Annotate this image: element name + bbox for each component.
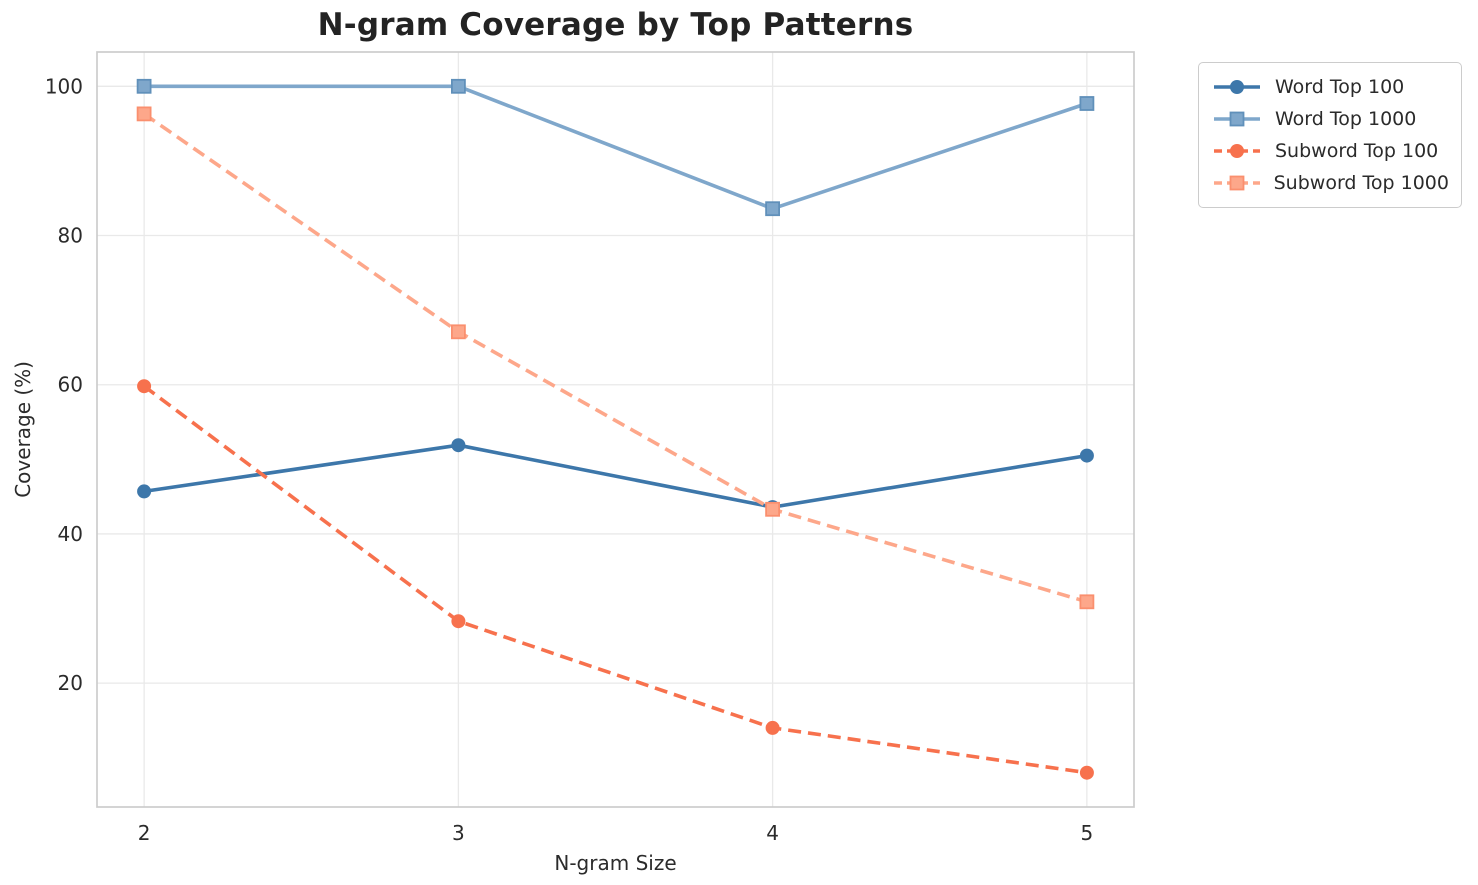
marker-word-top-100-ngram-5 <box>1079 448 1094 463</box>
legend-item-subword-top-1000: Subword Top 1000 <box>1211 168 1449 198</box>
legend-item-word-top-1000: Word Top 1000 <box>1211 104 1449 134</box>
legend: Word Top 100 Word Top 1000 Subword Top 100… <box>1198 62 1462 208</box>
y-tick-label-100: 100 <box>45 74 83 98</box>
marker-subword-top-1000-ngram-5 <box>1079 594 1095 610</box>
marker-subword-top-100-ngram-4 <box>765 720 780 735</box>
x-tick-label-4: 4 <box>766 821 779 845</box>
y-tick-label-80: 80 <box>58 224 83 248</box>
plot-border <box>96 51 1135 808</box>
y-axis-label-container: Coverage (%) <box>0 52 46 807</box>
legend-label-subword-top-100: Subword Top 100 <box>1275 140 1439 162</box>
legend-swatch-word-top-100-solid-line-icon <box>1214 80 1260 94</box>
y-tick-label-40: 40 <box>58 522 83 546</box>
marker-word-top-100-ngram-3 <box>451 438 466 453</box>
marker-subword-top-1000-ngram-2 <box>136 106 152 122</box>
marker-word-top-1000-ngram-4 <box>765 201 780 217</box>
x-tick-label-3: 3 <box>452 821 465 845</box>
marker-word-top-100-ngram-2 <box>137 484 152 499</box>
marker-word-top-1000-ngram-5 <box>1079 96 1095 111</box>
marker-subword-top-1000-ngram-3 <box>450 324 466 340</box>
legend-item-subword-top-100: Subword Top 100 <box>1211 136 1449 166</box>
marker-subword-top-100-ngram-2 <box>137 379 152 394</box>
marker-subword-top-1000-ngram-4 <box>765 501 780 517</box>
series-line-subword-top-1000 <box>143 112 1088 604</box>
legend-swatch-subword-top-100-dashed-line-icon <box>1214 144 1260 158</box>
legend-item-word-top-100: Word Top 100 <box>1211 72 1449 102</box>
marker-subword-top-100-ngram-5 <box>1079 765 1094 780</box>
y-tick-label-20: 20 <box>58 671 83 695</box>
y-tick-label-60: 60 <box>58 373 83 397</box>
series-line-word-top-1000 <box>144 84 1088 211</box>
x-tick-label-2: 2 <box>138 821 151 845</box>
x-axis-label: N-gram Size <box>554 851 677 875</box>
marker-word-top-1000-ngram-2 <box>136 78 152 94</box>
chart-title: N-gram Coverage by Top Patterns <box>317 7 914 43</box>
legend-swatch-word-top-1000-solid-line-icon <box>1214 111 1260 127</box>
series-line-subword-top-100 <box>143 384 1088 775</box>
legend-swatch-subword-top-1000-dashed-line-icon <box>1214 175 1260 191</box>
legend-label-word-top-100: Word Top 100 <box>1275 76 1405 98</box>
marker-word-top-1000-ngram-3 <box>450 78 466 94</box>
legend-label-subword-top-1000: Subword Top 1000 <box>1273 172 1449 194</box>
series-line-word-top-100 <box>143 443 1088 509</box>
x-tick-label-5: 5 <box>1080 821 1093 845</box>
marker-subword-top-100-ngram-3 <box>451 614 466 629</box>
y-axis-label: Coverage (%) <box>11 361 35 498</box>
legend-label-word-top-1000: Word Top 1000 <box>1275 108 1417 130</box>
